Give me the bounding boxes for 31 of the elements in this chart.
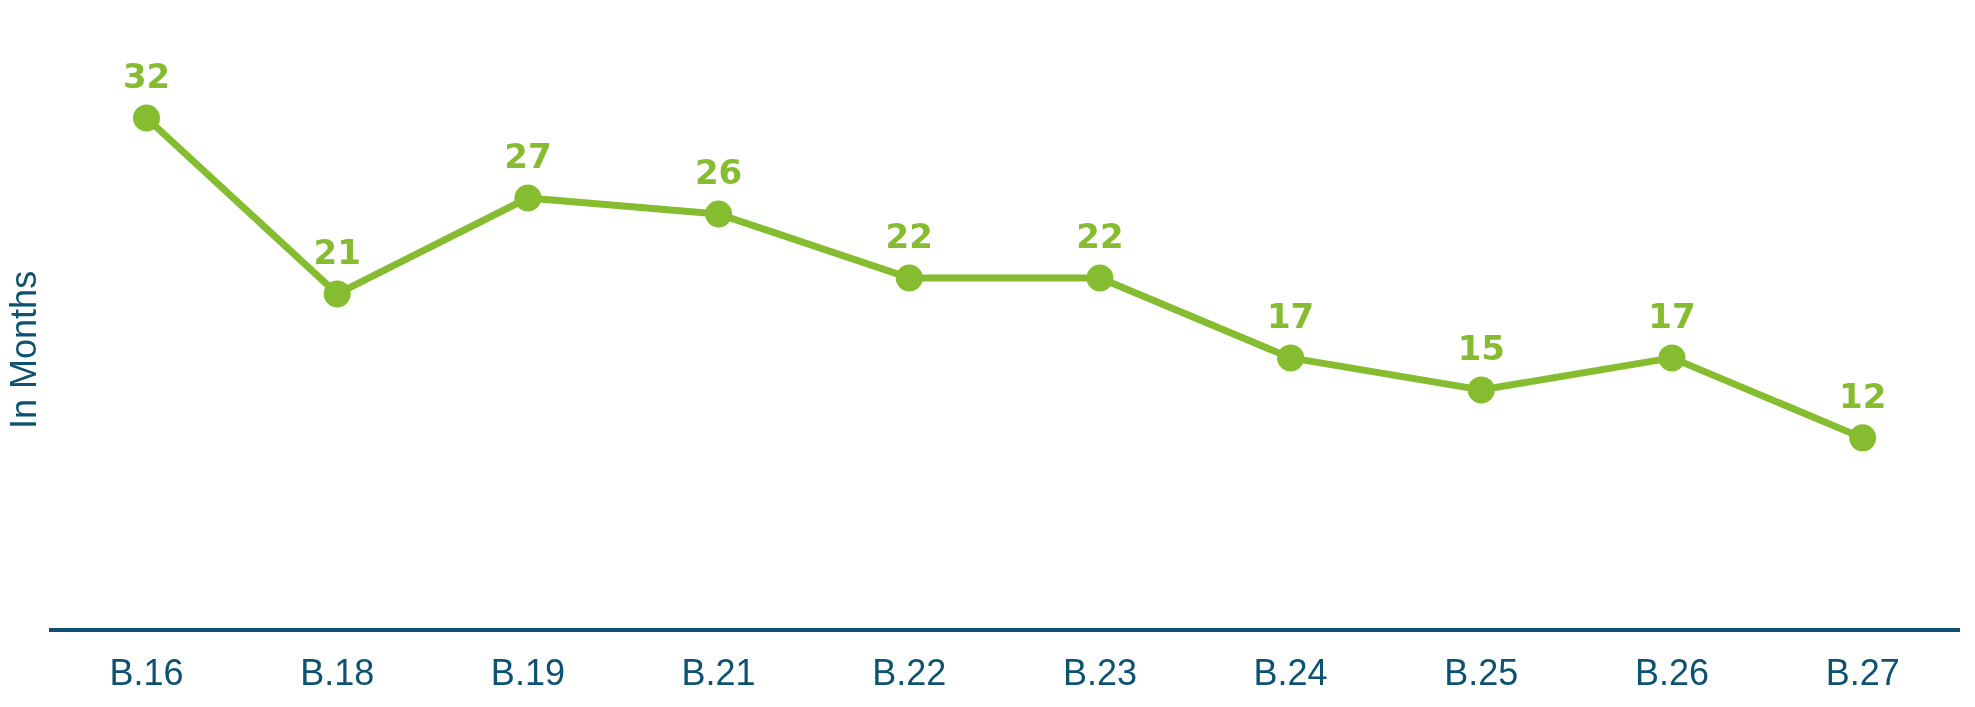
data-label: 17 bbox=[1648, 295, 1696, 336]
point bbox=[1658, 344, 1686, 372]
point bbox=[1467, 376, 1495, 404]
x-tick-label: B.26 bbox=[1634, 652, 1710, 694]
point bbox=[1277, 344, 1305, 372]
point bbox=[514, 184, 542, 212]
x-tick-label: B.24 bbox=[1253, 652, 1328, 694]
data-label: 15 bbox=[1457, 327, 1505, 368]
point bbox=[133, 104, 161, 132]
data-label: 17 bbox=[1266, 295, 1315, 336]
point bbox=[1086, 264, 1114, 292]
y-axis-title: In Months bbox=[2, 270, 44, 429]
data-label: 26 bbox=[694, 151, 743, 192]
point bbox=[895, 264, 923, 292]
x-tick-label: B.23 bbox=[1062, 652, 1137, 694]
x-tick-label: B.21 bbox=[681, 652, 756, 694]
data-label: 12 bbox=[1839, 375, 1887, 416]
x-tick-label: B.27 bbox=[1825, 652, 1900, 694]
point bbox=[705, 200, 733, 228]
data-label: 32 bbox=[122, 55, 171, 96]
x-tick-label: B.16 bbox=[109, 652, 184, 694]
x-tick-label: B.25 bbox=[1444, 652, 1519, 694]
x-tick-label: B.19 bbox=[490, 652, 565, 694]
x-tick-label: B.18 bbox=[300, 652, 375, 694]
x-tick-label: B.22 bbox=[872, 652, 947, 694]
data-label: 27 bbox=[504, 135, 552, 176]
point bbox=[1849, 424, 1877, 452]
data-label: 22 bbox=[885, 215, 933, 256]
data-label: 22 bbox=[1076, 215, 1124, 256]
data-label: 21 bbox=[313, 231, 361, 272]
point bbox=[323, 280, 351, 308]
